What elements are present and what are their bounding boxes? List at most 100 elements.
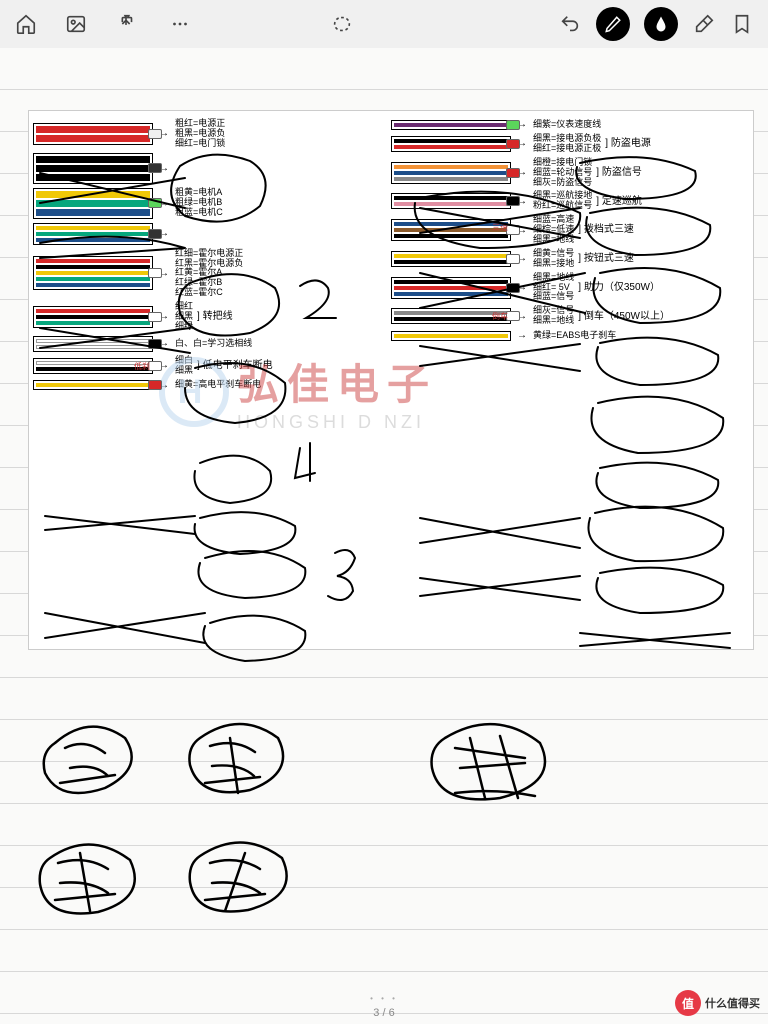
wire-row: →粗黄=电机A粗绿=电机B粗蓝=电机C — [33, 188, 391, 219]
footer-dots: • • • — [370, 994, 398, 1003]
wire-line — [36, 165, 150, 172]
wire-line — [36, 156, 150, 163]
wire-line — [36, 339, 150, 343]
wire-box — [391, 136, 511, 152]
wire-line — [394, 286, 508, 290]
wire-line — [36, 191, 150, 198]
diagram-left-column: →粗红=电源正粗黑=电源负细红=电门锁 → →粗黄=电机A粗绿=电机B粗蓝=电机C →… — [33, 119, 391, 641]
wire-line — [36, 345, 150, 349]
pen-tool-icon[interactable] — [644, 7, 678, 41]
wire-row: →红细=霍尔电源正红黑=霍尔电源负红黄=霍尔A红绿=霍尔B红蓝=霍尔C — [33, 249, 391, 298]
wire-line — [394, 280, 508, 284]
lasso-icon[interactable] — [330, 12, 354, 36]
diagram-right-column: →细紫=仪表速度线→细黑=接电源负极细红=接电源正极] 防盗电源→细橙=接电门锁… — [391, 119, 749, 641]
wire-row: →白、白=学习选相线 — [33, 336, 391, 352]
group-label: ] 低电平刹车断电 — [197, 360, 273, 372]
wire-labels: 黄绿=EABS电子刹车 — [533, 331, 616, 341]
wire-box — [33, 256, 153, 290]
wire-line — [36, 383, 150, 387]
wire-box — [391, 277, 511, 299]
wire-row: →粗红=电源正粗黑=电源负细红=电门锁 — [33, 119, 391, 149]
wire-row: 低刹→细白细黑] 低电平刹车断电 — [33, 356, 391, 376]
wire-row: →细紫=仪表速度线 — [391, 119, 749, 130]
wire-line — [394, 171, 508, 175]
page-indicator: 3 / 6 — [373, 1007, 394, 1019]
wire-row: →细黑=巡航接地粉红=巡航信号] 定速巡航 — [391, 191, 749, 211]
wire-labels: 白、白=学习选相线 — [175, 339, 252, 349]
wire-line — [394, 177, 508, 181]
group-label: ] 拨档式三速 — [578, 224, 634, 236]
wire-labels: 细黄=高电平刹车断电 — [175, 380, 261, 390]
wire-box — [33, 223, 153, 245]
wire-line — [394, 260, 508, 264]
wire-box — [33, 153, 153, 184]
wire-box — [33, 123, 153, 145]
bookmark-icon[interactable] — [730, 12, 754, 36]
note-canvas[interactable]: H 弘佳电子 HONGSHI D NZI →粗红=电源正粗黑=电源负细红=电门锁… — [0, 48, 768, 1024]
wire-labels: 细黄=信号细黑=接地 — [533, 249, 574, 269]
wire-line — [36, 283, 150, 287]
wire-labels: 细紫=仪表速度线 — [533, 120, 601, 130]
wire-line — [394, 222, 508, 226]
wire-box: 倒车 — [391, 308, 511, 324]
wire-line — [394, 228, 508, 232]
wire-line — [394, 139, 508, 143]
wire-box — [33, 188, 153, 219]
undo-icon[interactable] — [558, 12, 582, 36]
wire-line — [394, 123, 508, 127]
wire-line — [36, 126, 150, 133]
wire-box — [391, 162, 511, 184]
top-toolbar — [0, 0, 768, 48]
pencil-tool-icon[interactable] — [596, 7, 630, 41]
wire-line — [394, 234, 508, 238]
wire-row: →细红细黑细绿] 转把线 — [33, 302, 391, 332]
wire-labels: 红细=霍尔电源正红黑=霍尔电源负红黄=霍尔A红绿=霍尔B红蓝=霍尔C — [175, 249, 243, 298]
wire-labels: 粗红=电源正粗黑=电源负细红=电门锁 — [175, 119, 225, 149]
wire-line — [394, 334, 508, 338]
toolbar-right-group — [558, 7, 754, 41]
page-footer: • • • 3 / 6 — [0, 988, 768, 1024]
wire-line — [394, 165, 508, 169]
group-label: ] 倒车（450W以上） — [578, 311, 670, 323]
image-icon[interactable] — [64, 12, 88, 36]
wire-labels: 细灰=信号细黑=地线 — [533, 306, 574, 326]
wire-line — [36, 238, 150, 242]
wire-line — [36, 232, 150, 236]
wire-row: →细黄=高电平刹车断电 — [33, 380, 391, 391]
wire-line — [36, 209, 150, 216]
home-icon[interactable] — [14, 12, 38, 36]
group-label: ] 定速巡航 — [596, 196, 642, 208]
wire-line — [36, 321, 150, 325]
wire-line — [36, 200, 150, 207]
wire-line — [36, 367, 150, 371]
wire-row: →黄绿=EABS电子刹车 — [391, 330, 749, 341]
wire-box — [391, 193, 511, 209]
wire-labels: 细蓝=高速细棕=低速细黑=地线 — [533, 215, 574, 245]
wire-row: 倒车→细灰=信号细黑=地线] 倒车（450W以上） — [391, 306, 749, 326]
wire-labels: 细黑=地线细红= 5V细蓝=信号 — [533, 273, 574, 303]
wire-line — [36, 277, 150, 281]
wire-line — [394, 311, 508, 315]
wire-labels: 细黑=巡航接地粉红=巡航信号 — [533, 191, 592, 211]
wire-line — [36, 259, 150, 263]
more-icon[interactable] — [168, 12, 192, 36]
share-icon[interactable] — [114, 12, 138, 36]
brand-text: 什么值得买 — [705, 995, 760, 1011]
wire-box — [391, 120, 511, 130]
wire-box — [33, 336, 153, 352]
wire-labels: 粗黄=电机A粗绿=电机B粗蓝=电机C — [175, 188, 223, 218]
wire-labels: 细黑=接电源负极细红=接电源正极 — [533, 134, 601, 154]
eraser-icon[interactable] — [692, 12, 716, 36]
wire-line — [394, 254, 508, 258]
wire-box: 三速 — [391, 219, 511, 241]
brand-badge: 值 什么值得买 — [675, 990, 760, 1016]
wire-row: →细黑=接电源负极细红=接电源正极] 防盗电源 — [391, 134, 749, 154]
group-label: ] 防盗信号 — [596, 167, 642, 179]
wire-line — [36, 135, 150, 142]
wire-row: →细黄=信号细黑=接地] 按钮式三速 — [391, 249, 749, 269]
brand-circle-icon: 值 — [675, 990, 701, 1016]
wire-line — [394, 196, 508, 200]
wire-line — [394, 317, 508, 321]
wire-row: → — [33, 153, 391, 184]
group-label: ] 按钮式三速 — [578, 253, 634, 265]
